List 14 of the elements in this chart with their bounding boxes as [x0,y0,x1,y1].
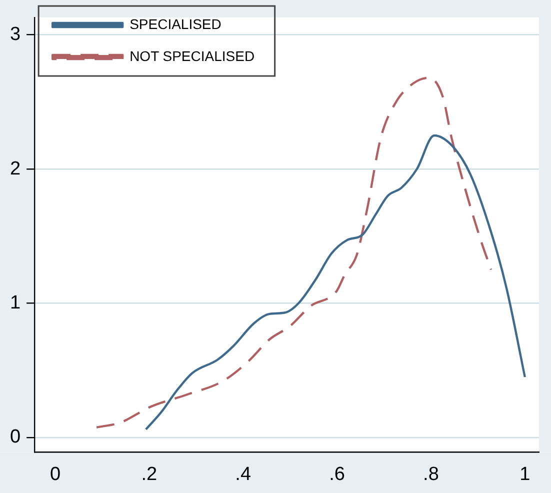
legend-label: NOT SPECIALISED [130,48,255,64]
line-series [144,134,526,430]
line-series [95,76,492,428]
x-tick-label: 1 [520,464,530,485]
x-tick-label: .8 [423,464,439,485]
y-tick-label: 1 [10,292,21,314]
y-tick-label: 3 [10,24,21,46]
x-tick-label: .6 [329,464,345,485]
y-tick-label: 0 [10,426,21,448]
x-tick-label: 0 [50,464,61,485]
legend-label: SPECIALISED [130,16,222,32]
x-tick-label: .4 [235,464,252,485]
y-tick-label: 2 [10,158,21,180]
x-tick-label: .2 [141,464,158,485]
